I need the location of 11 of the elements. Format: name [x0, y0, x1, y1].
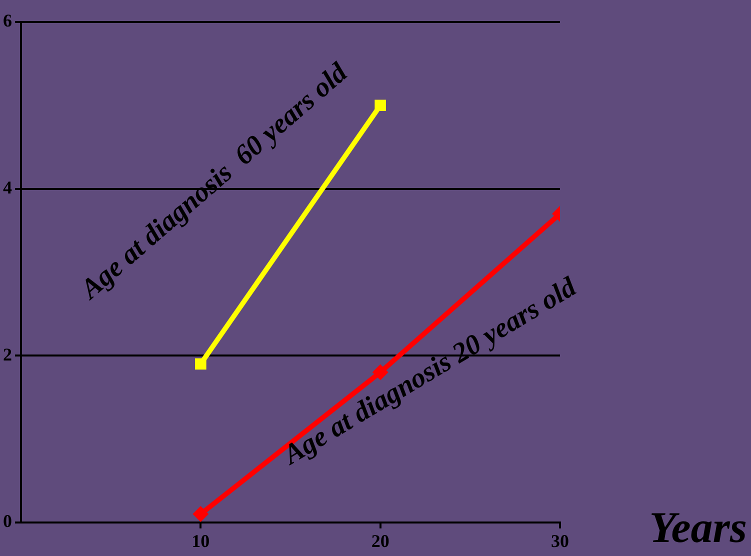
point: [374, 100, 386, 112]
x-tick-label: 10: [192, 530, 210, 551]
x-tick-label: 20: [371, 530, 390, 551]
y-tick-label: 6: [3, 10, 12, 31]
x-axis-title: Years: [649, 502, 747, 552]
x-tick-label: 30: [551, 530, 569, 551]
point: [192, 506, 209, 522]
y-tick-label: 2: [3, 344, 12, 364]
y-tick-label: 0: [3, 511, 12, 532]
point: [195, 358, 206, 370]
y-tick-label: 4: [3, 177, 12, 198]
